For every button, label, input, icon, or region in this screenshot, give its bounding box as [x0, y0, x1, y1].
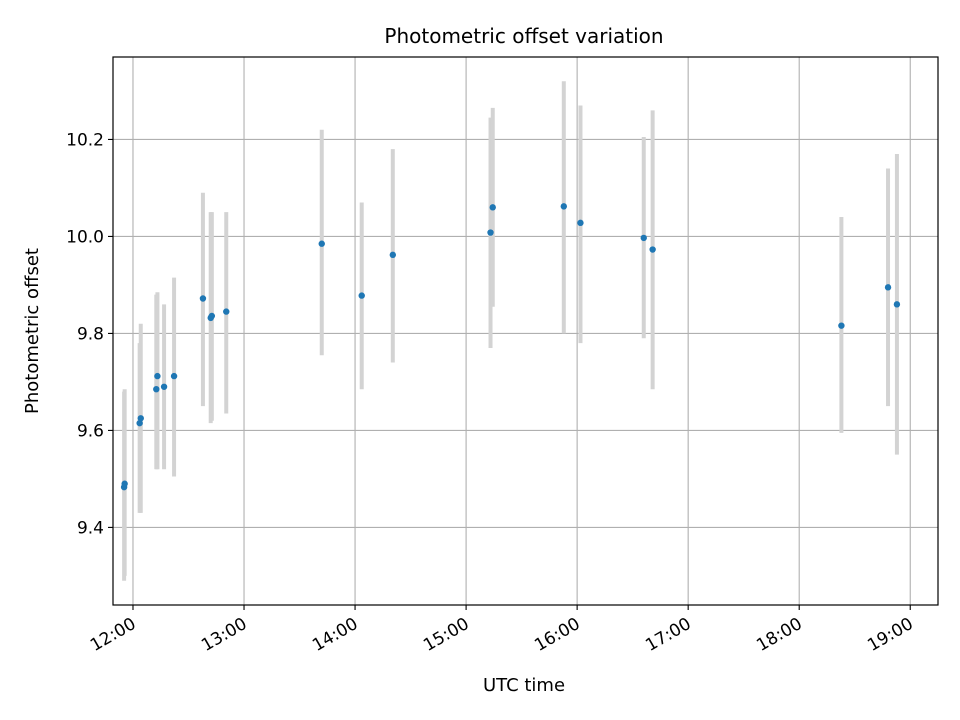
y-tick-label: 9.8	[77, 324, 104, 344]
data-point	[199, 295, 207, 302]
data-point	[154, 372, 161, 380]
plot-area-frame	[112, 56, 939, 606]
y-tick-label: 10.0	[66, 227, 104, 247]
data-point	[160, 383, 168, 390]
y-axis-label: Photometric offset	[22, 248, 43, 414]
data-point	[640, 234, 647, 242]
data-point	[893, 301, 901, 308]
y-tick-label: 10.2	[66, 130, 104, 150]
data-point	[389, 251, 397, 259]
data-point	[489, 204, 496, 211]
grid	[113, 57, 938, 605]
data-point	[121, 480, 128, 487]
x-axis-label: UTC time	[483, 675, 565, 696]
data-point	[560, 203, 568, 210]
data-point	[884, 284, 892, 291]
data-point	[223, 308, 230, 315]
data-point	[170, 372, 178, 380]
data-point	[487, 229, 494, 236]
y-tick-label: 9.6	[77, 421, 104, 441]
data-points	[120, 203, 901, 491]
y-tick-label: 9.4	[77, 518, 104, 538]
data-point	[649, 246, 656, 253]
data-point	[208, 312, 216, 320]
data-point	[153, 385, 160, 393]
data-point	[838, 322, 845, 329]
data-point	[358, 292, 365, 299]
y-axis-ticks: 9.4 9.6 9.8 10.0 10.2	[66, 130, 113, 538]
data-point	[137, 415, 144, 422]
data-point	[318, 240, 325, 247]
data-point	[577, 219, 584, 227]
data-point	[136, 419, 143, 427]
chart-title: Photometric offset variation	[384, 24, 663, 48]
